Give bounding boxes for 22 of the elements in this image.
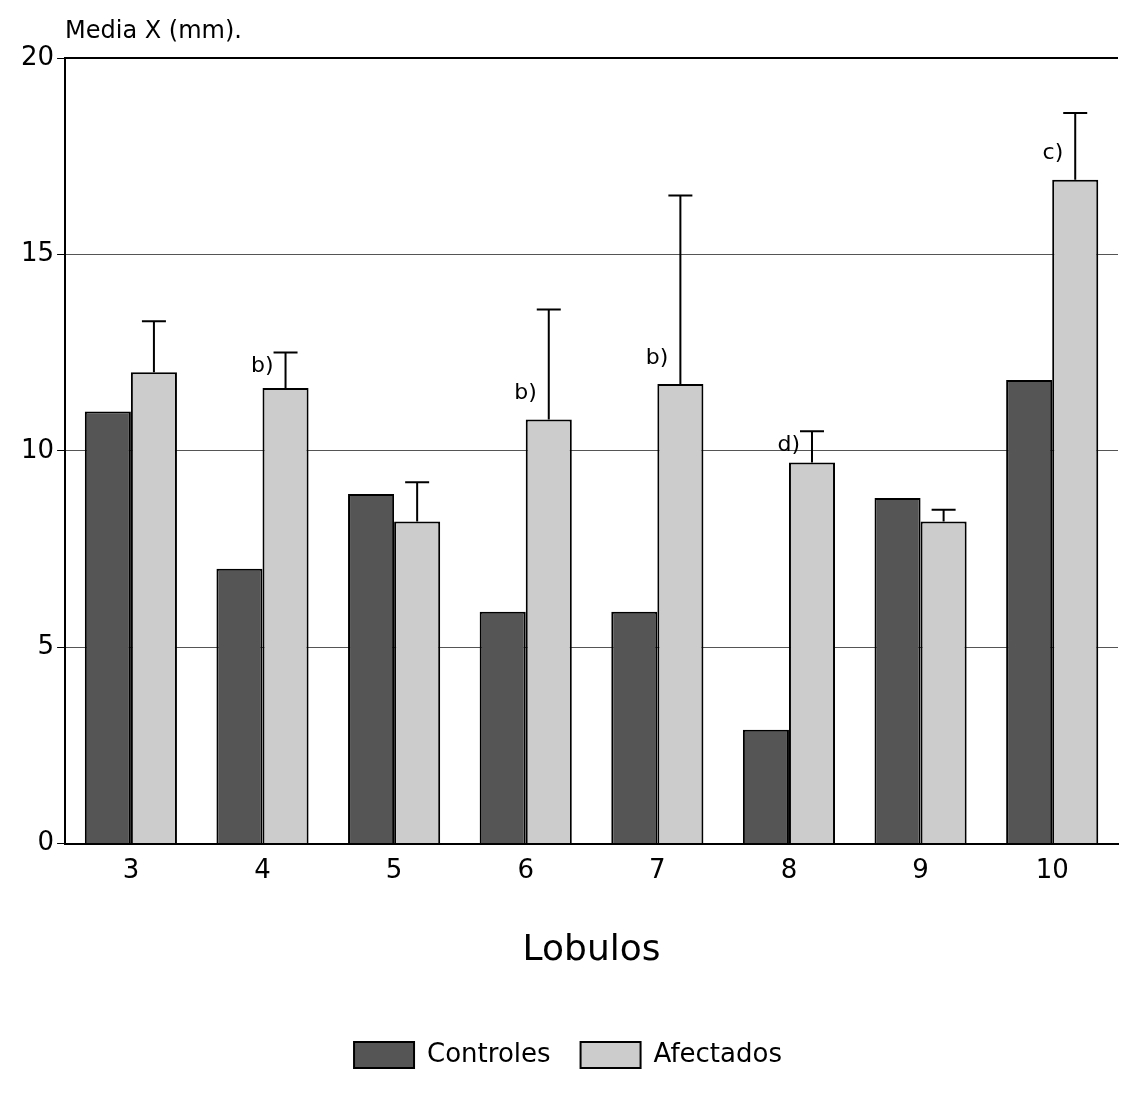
legend-label: Afectados [653,1037,782,1068]
x-tick-label: 7 [649,853,666,884]
x-tick-label: 9 [912,853,929,884]
x-tick-label: 3 [122,853,140,884]
y-tick-label: 0 [37,826,55,857]
data-label: b) [250,352,274,378]
y-axis-title: Media X (mm). [65,16,242,45]
x-tick-label: 8 [780,853,798,884]
data-label: b) [514,379,537,405]
x-tick-label: 10 [1035,853,1069,884]
y-tick-label: 15 [20,237,55,268]
x-tick-label: 6 [517,853,535,884]
x-axis-title: Lobulos [522,926,661,968]
y-tick-label: 20 [20,40,55,71]
data-label: c) [1042,139,1064,165]
legend-label: Controles [427,1037,551,1068]
data-label: d) [777,430,800,456]
y-tick-label: 10 [20,433,55,464]
y-tick-label: 5 [37,629,55,660]
x-tick-label: 5 [385,853,403,884]
data-label: b) [645,343,669,369]
x-tick-label: 4 [254,853,271,884]
